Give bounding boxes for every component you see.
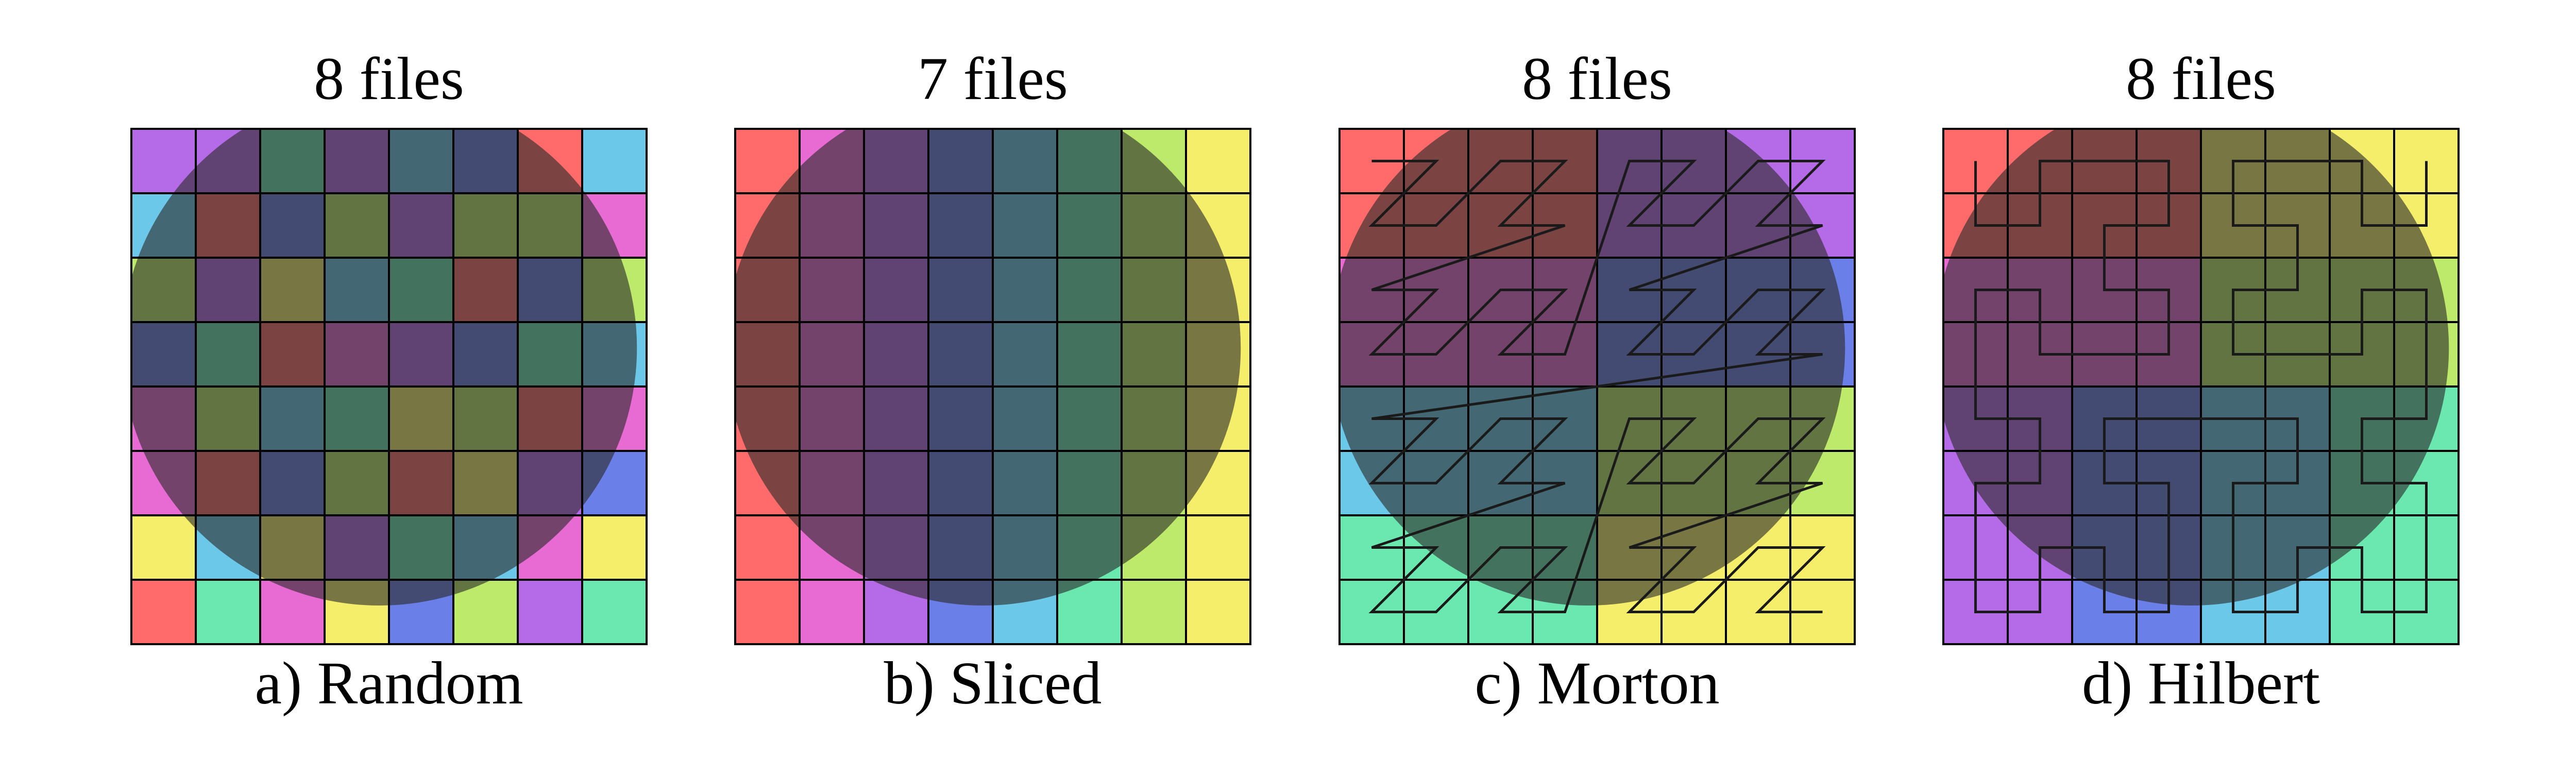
query-circle [735, 129, 1250, 644]
tile-cell [1121, 579, 1187, 645]
panel-caption: c) Morton [1475, 649, 1719, 717]
query-circle [131, 129, 647, 644]
tile-cell [734, 514, 801, 581]
tile-cell [1185, 514, 1251, 581]
tile-cell [130, 514, 197, 581]
panel-hilbert: 8 files d) Hilbert [1942, 45, 2460, 717]
panel-random: 8 files a) Random [130, 45, 648, 717]
tile-cell [734, 579, 801, 645]
panel-title: 8 files [2126, 45, 2276, 112]
panel-morton: 8 files c) Morton [1338, 45, 1856, 717]
panel-title: 8 files [1522, 45, 1672, 112]
hilbert-curve-line [1974, 160, 2428, 613]
query-circle [1943, 129, 2459, 644]
query-circle-shape [1340, 129, 1845, 606]
tile-cell [581, 128, 648, 194]
panel-title: 7 files [918, 45, 1068, 112]
panel-title: 8 files [314, 45, 464, 112]
tile-cell [1185, 128, 1251, 194]
query-circle-shape [1943, 129, 2449, 606]
morton-curve-line [1368, 160, 1826, 613]
query-circle-shape [735, 129, 1241, 606]
panel-caption: d) Hilbert [2082, 649, 2320, 717]
tile-cell [517, 579, 583, 645]
tile-cell [195, 579, 261, 645]
curve-path [1368, 160, 1826, 613]
panel-caption: a) Random [255, 649, 523, 717]
tile-cell [581, 579, 648, 645]
panel-caption: b) Sliced [884, 649, 1102, 717]
tile-cell [130, 579, 197, 645]
tile-cell [799, 579, 865, 645]
tile-cell [581, 514, 648, 581]
tile-cell [1185, 579, 1251, 645]
panel-sliced: 7 files b) Sliced [734, 45, 1251, 717]
curve-path [1974, 160, 2428, 613]
query-circle-shape [131, 129, 637, 606]
